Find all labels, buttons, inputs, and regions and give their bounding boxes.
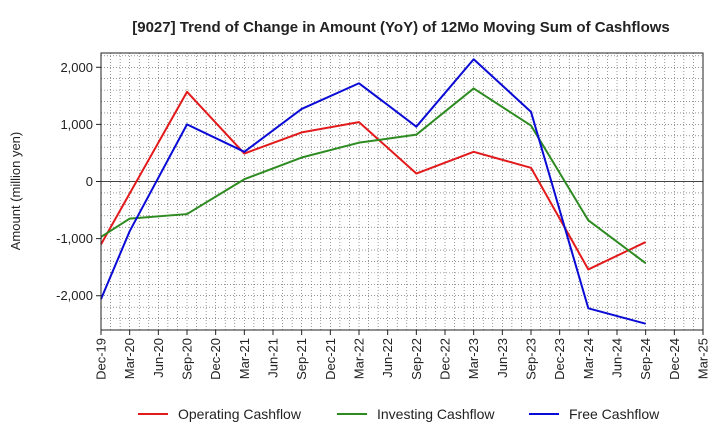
y-tick-label: -2,000 xyxy=(56,288,93,303)
legend-label-2: Free Cashflow xyxy=(569,406,660,422)
x-tick-label: Mar-20 xyxy=(122,338,137,379)
x-tick-label: Jun-20 xyxy=(151,338,166,378)
grid xyxy=(101,53,703,330)
x-tick-label: Sep-20 xyxy=(180,338,195,380)
legend: Operating Cashflow Investing Cashflow Free… xyxy=(138,406,660,422)
x-tick-label: Mar-24 xyxy=(581,338,596,379)
x-tick-label: Mar-22 xyxy=(352,338,367,379)
x-tick-label: Sep-21 xyxy=(294,338,309,380)
y-tick-label: -1,000 xyxy=(56,231,93,246)
x-tick-label: Jun-21 xyxy=(266,338,281,378)
x-tick-label: Jun-22 xyxy=(380,338,395,378)
series-line-1 xyxy=(100,87,647,264)
x-axis: Dec-19 Mar-20 Jun-20 Sep-20 Dec-20 Mar-21 Jun-… xyxy=(94,330,711,380)
y-axis-label: Amount (million yen) xyxy=(8,132,23,251)
series-group xyxy=(100,58,647,325)
y-axis: -2,000 -1,000 0 1,000 2,000 xyxy=(56,60,101,303)
x-tick-label: Mar-21 xyxy=(237,338,252,379)
x-tick-label: Sep-23 xyxy=(524,338,539,380)
x-tick-label: Dec-21 xyxy=(323,338,338,380)
x-tick-label: Mar-23 xyxy=(466,338,481,379)
x-tick-label: Dec-22 xyxy=(438,338,453,380)
x-tick-label: Sep-22 xyxy=(409,338,424,380)
series-line-2 xyxy=(100,58,646,325)
x-tick-label: Jun-24 xyxy=(610,338,625,378)
plot-frame xyxy=(100,52,704,331)
x-tick-label: Dec-24 xyxy=(667,338,682,380)
legend-label-1: Investing Cashflow xyxy=(377,406,495,422)
y-tick-label: 1,000 xyxy=(60,117,93,132)
x-tick-label: Dec-20 xyxy=(208,338,223,380)
series-line-0 xyxy=(100,90,647,271)
x-tick-label: Mar-25 xyxy=(696,338,711,379)
x-tick-label: Dec-23 xyxy=(552,338,567,380)
legend-label-0: Operating Cashflow xyxy=(178,406,302,422)
chart-title: [9027] Trend of Change in Amount (YoY) o… xyxy=(132,19,670,36)
y-tick-label: 0 xyxy=(86,174,93,189)
x-tick-label: Dec-19 xyxy=(94,338,109,380)
x-tick-label: Sep-24 xyxy=(638,338,653,380)
y-tick-label: 2,000 xyxy=(60,60,93,75)
x-tick-label: Jun-23 xyxy=(495,338,510,378)
